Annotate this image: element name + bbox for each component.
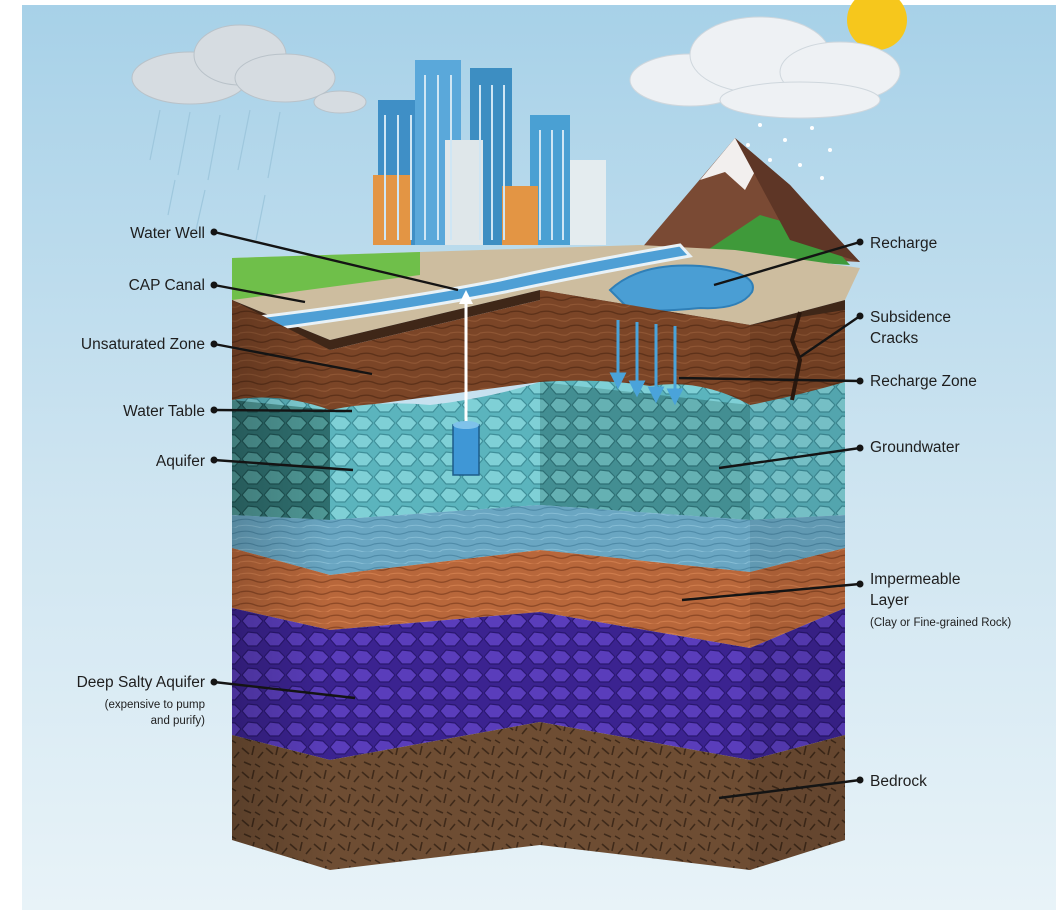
label-water-well: Water Well <box>130 225 205 242</box>
label-subsidence-cracks-1: Subsidence <box>870 309 951 326</box>
label-unsaturated-zone: Unsaturated Zone <box>81 336 205 353</box>
label-impermeable-layer-2: Layer <box>870 592 909 609</box>
label-cap-canal: CAP Canal <box>129 277 205 294</box>
label-deep-salty-note-2: and purify) <box>151 715 206 727</box>
left-face <box>232 300 540 870</box>
label-impermeable-note: (Clay or Fine-grained Rock) <box>870 617 1011 629</box>
label-groundwater: Groundwater <box>870 439 960 456</box>
label-recharge: Recharge <box>870 235 937 252</box>
label-bedrock: Bedrock <box>870 773 927 790</box>
label-impermeable-layer-1: Impermeable <box>870 571 960 588</box>
label-recharge-zone: Recharge Zone <box>870 373 977 390</box>
label-deep-salty-note-1: (expensive to pump <box>105 699 205 711</box>
label-water-table: Water Table <box>123 403 205 420</box>
label-aquifer: Aquifer <box>156 453 205 470</box>
label-deep-salty-aquifer: Deep Salty Aquifer <box>77 674 205 691</box>
right-face <box>540 290 845 870</box>
label-subsidence-cracks-2: Cracks <box>870 330 918 347</box>
